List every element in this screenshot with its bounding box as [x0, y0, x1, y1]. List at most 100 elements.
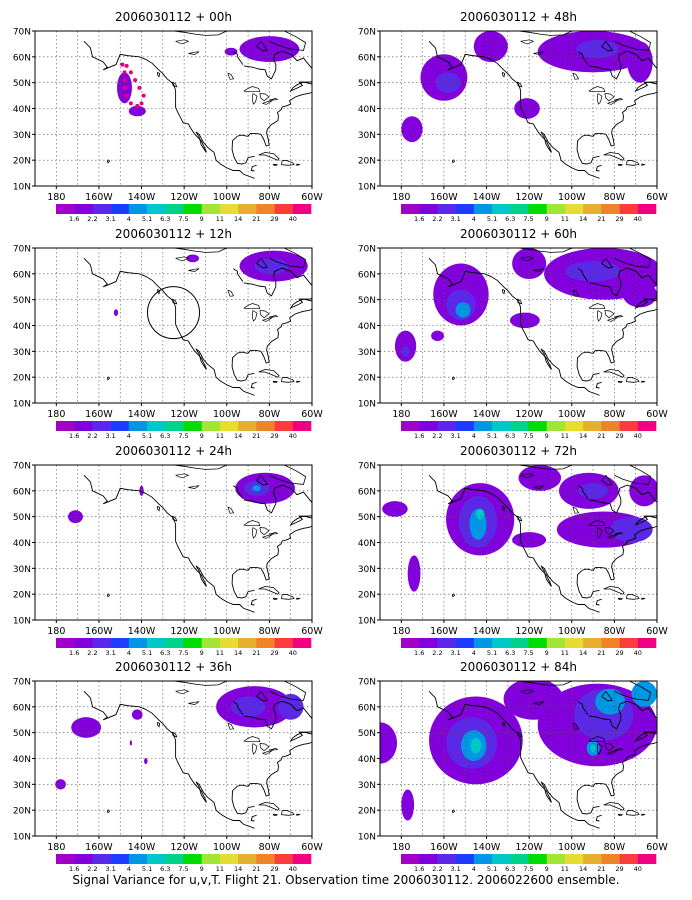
colorbar-swatch [238, 638, 257, 648]
y-tick-label: 30N [13, 348, 31, 358]
coastline [237, 56, 244, 65]
lake-outline [269, 532, 279, 535]
colorbar-swatch [637, 421, 657, 431]
island-outline [502, 721, 506, 728]
island-outline [173, 31, 227, 36]
variance-contour [518, 465, 562, 491]
colorbar-swatch [619, 638, 639, 648]
island-outline [641, 380, 646, 383]
colorbar-swatch [147, 854, 166, 864]
coastline [428, 474, 600, 613]
colorbar-swatch [473, 638, 493, 648]
island-outline [106, 376, 111, 381]
flight-track-dot [124, 63, 129, 68]
coastline [428, 40, 600, 179]
variance-contour [610, 516, 653, 543]
map-panel: 2006030112 + 00h 10N 20N 30N 40N 50N 60N 70N 180… [13, 10, 324, 223]
coastline [428, 257, 600, 396]
coastline [232, 485, 238, 491]
y-tick-label: 70N [13, 28, 31, 38]
colorbar-label: 21 [252, 215, 260, 223]
island-outline [272, 813, 278, 817]
colorbar-swatch [274, 204, 294, 214]
map-area [380, 681, 657, 836]
variance-contour [595, 688, 626, 715]
coastline [588, 50, 657, 80]
island-outline [502, 505, 506, 512]
colorbar-label: 6.3 [160, 215, 170, 223]
map-panel: 2006030112 + 84h 10N 20N 30N 40N 50N 60N 70N 180… [358, 660, 669, 873]
y-tick-label: 50N [13, 79, 31, 89]
y-tick-label: 40N [358, 755, 376, 765]
variance-contour [252, 485, 261, 492]
map-panel: 2006030112 + 36h 10N 20N 30N 40N 50N 60N 70N 180… [13, 660, 324, 873]
colorbar-label: 9 [545, 649, 549, 657]
colorbar-label: 2.2 [87, 215, 97, 223]
island-outline [173, 465, 227, 470]
y-tick-label: 20N [358, 157, 376, 167]
island-outline [281, 159, 295, 166]
island-outline [296, 380, 301, 383]
colorbar-label: 14 [579, 432, 587, 440]
coastline [582, 706, 589, 715]
lake-outline [604, 93, 615, 102]
coastline [250, 164, 257, 172]
coastline [83, 690, 255, 829]
island-outline [296, 163, 301, 166]
island-outline [281, 593, 295, 600]
colorbar-label: 9 [545, 432, 549, 440]
flight-track-dot [122, 85, 127, 90]
variance-contour [590, 744, 596, 753]
colorbar-swatch [492, 854, 511, 864]
variance-contour [128, 105, 146, 117]
lake-outline [533, 701, 545, 705]
colorbar-swatch [147, 204, 166, 214]
map-area [35, 248, 312, 403]
x-tick-label: 180 [47, 842, 65, 853]
colorbar-swatch [219, 638, 239, 648]
x-tick-label: 60W [301, 192, 323, 203]
colorbar-swatch [510, 421, 529, 431]
x-tick-label: 80W [259, 192, 281, 203]
x-tick-label: 60W [646, 626, 668, 637]
lake-outline [188, 268, 200, 272]
x-tick-label: 80W [604, 626, 626, 637]
colorbar-swatch [274, 638, 294, 648]
colorbar-swatch [637, 638, 657, 648]
island-outline [641, 163, 646, 166]
colorbar-swatch [528, 638, 548, 648]
coastline [576, 91, 657, 165]
coastline [237, 273, 244, 282]
colorbar-label: 14 [579, 215, 587, 223]
island-outline [617, 163, 623, 167]
colorbar-swatch [165, 204, 184, 214]
lake-outline [588, 86, 606, 93]
lake-outline [604, 743, 615, 752]
variance-contour [401, 789, 415, 821]
coastline [634, 80, 657, 92]
island-outline [517, 81, 523, 88]
y-tick-label: 60N [13, 487, 31, 497]
lake-outline [614, 315, 624, 318]
island-outline [256, 41, 269, 52]
coastline [595, 814, 602, 822]
variance-contour [565, 260, 621, 282]
colorbar-swatch [183, 421, 203, 431]
colorbar-label: 4 [472, 649, 476, 657]
island-outline [256, 258, 269, 269]
colorbar-swatch [601, 638, 620, 648]
lake-outline [520, 256, 535, 262]
coastline [595, 381, 602, 389]
colorbar-label: 40 [634, 432, 642, 440]
colorbar-swatch [201, 204, 221, 214]
x-tick-label: 80W [604, 409, 626, 420]
y-tick-label: 20N [358, 807, 376, 817]
colorbar-label: 21 [252, 649, 260, 657]
x-tick-label: 160W [85, 626, 113, 637]
colorbar-label: 5.1 [142, 865, 152, 873]
colorbar-swatch [601, 421, 620, 431]
lake-outline [588, 736, 606, 743]
colorbar-swatch [56, 854, 75, 864]
lake-outline [269, 98, 279, 101]
colorbar-swatch [528, 204, 548, 214]
